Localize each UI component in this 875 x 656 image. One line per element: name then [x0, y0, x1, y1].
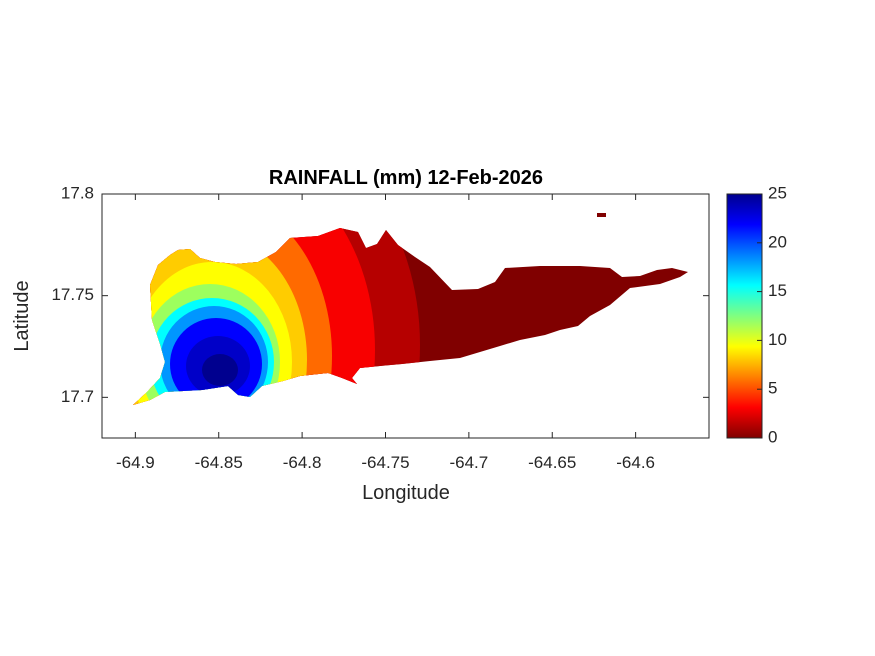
colorbar-tick-label: 5	[768, 379, 777, 398]
y-axis: 17.7 17.75 17.8	[51, 183, 709, 406]
colorbar-tick-label: 10	[768, 330, 787, 349]
islet-shape	[597, 213, 606, 217]
colorbar-tick-label: 20	[768, 232, 787, 251]
y-axis-label: Latitude	[11, 280, 33, 351]
x-axis-label: Longitude	[362, 482, 450, 504]
colorbar-tick-label: 0	[768, 427, 777, 446]
chart-title: RAINFALL (mm) 12-Feb-2026	[269, 167, 543, 189]
x-tick-label: -64.75	[361, 453, 409, 472]
y-tick-label: 17.8	[61, 183, 94, 202]
colorbar-tick-label: 25	[768, 183, 787, 202]
colorbar	[726, 193, 763, 439]
x-axis: -64.9 -64.85 -64.8 -64.75 -64.7 -64.65 -64.6	[116, 194, 655, 472]
x-tick-label: -64.9	[116, 453, 155, 472]
y-tick-label: 17.75	[51, 285, 94, 304]
x-tick-label: -64.6	[616, 453, 655, 472]
colorbar-ticks: 0 5 10 15 20 25	[757, 183, 787, 446]
y-tick-label: 17.7	[61, 387, 94, 406]
x-tick-label: -64.85	[195, 453, 243, 472]
x-tick-label: -64.65	[528, 453, 576, 472]
x-tick-label: -64.8	[283, 453, 322, 472]
x-tick-label: -64.7	[449, 453, 488, 472]
colorbar-tick-label: 15	[768, 281, 787, 300]
